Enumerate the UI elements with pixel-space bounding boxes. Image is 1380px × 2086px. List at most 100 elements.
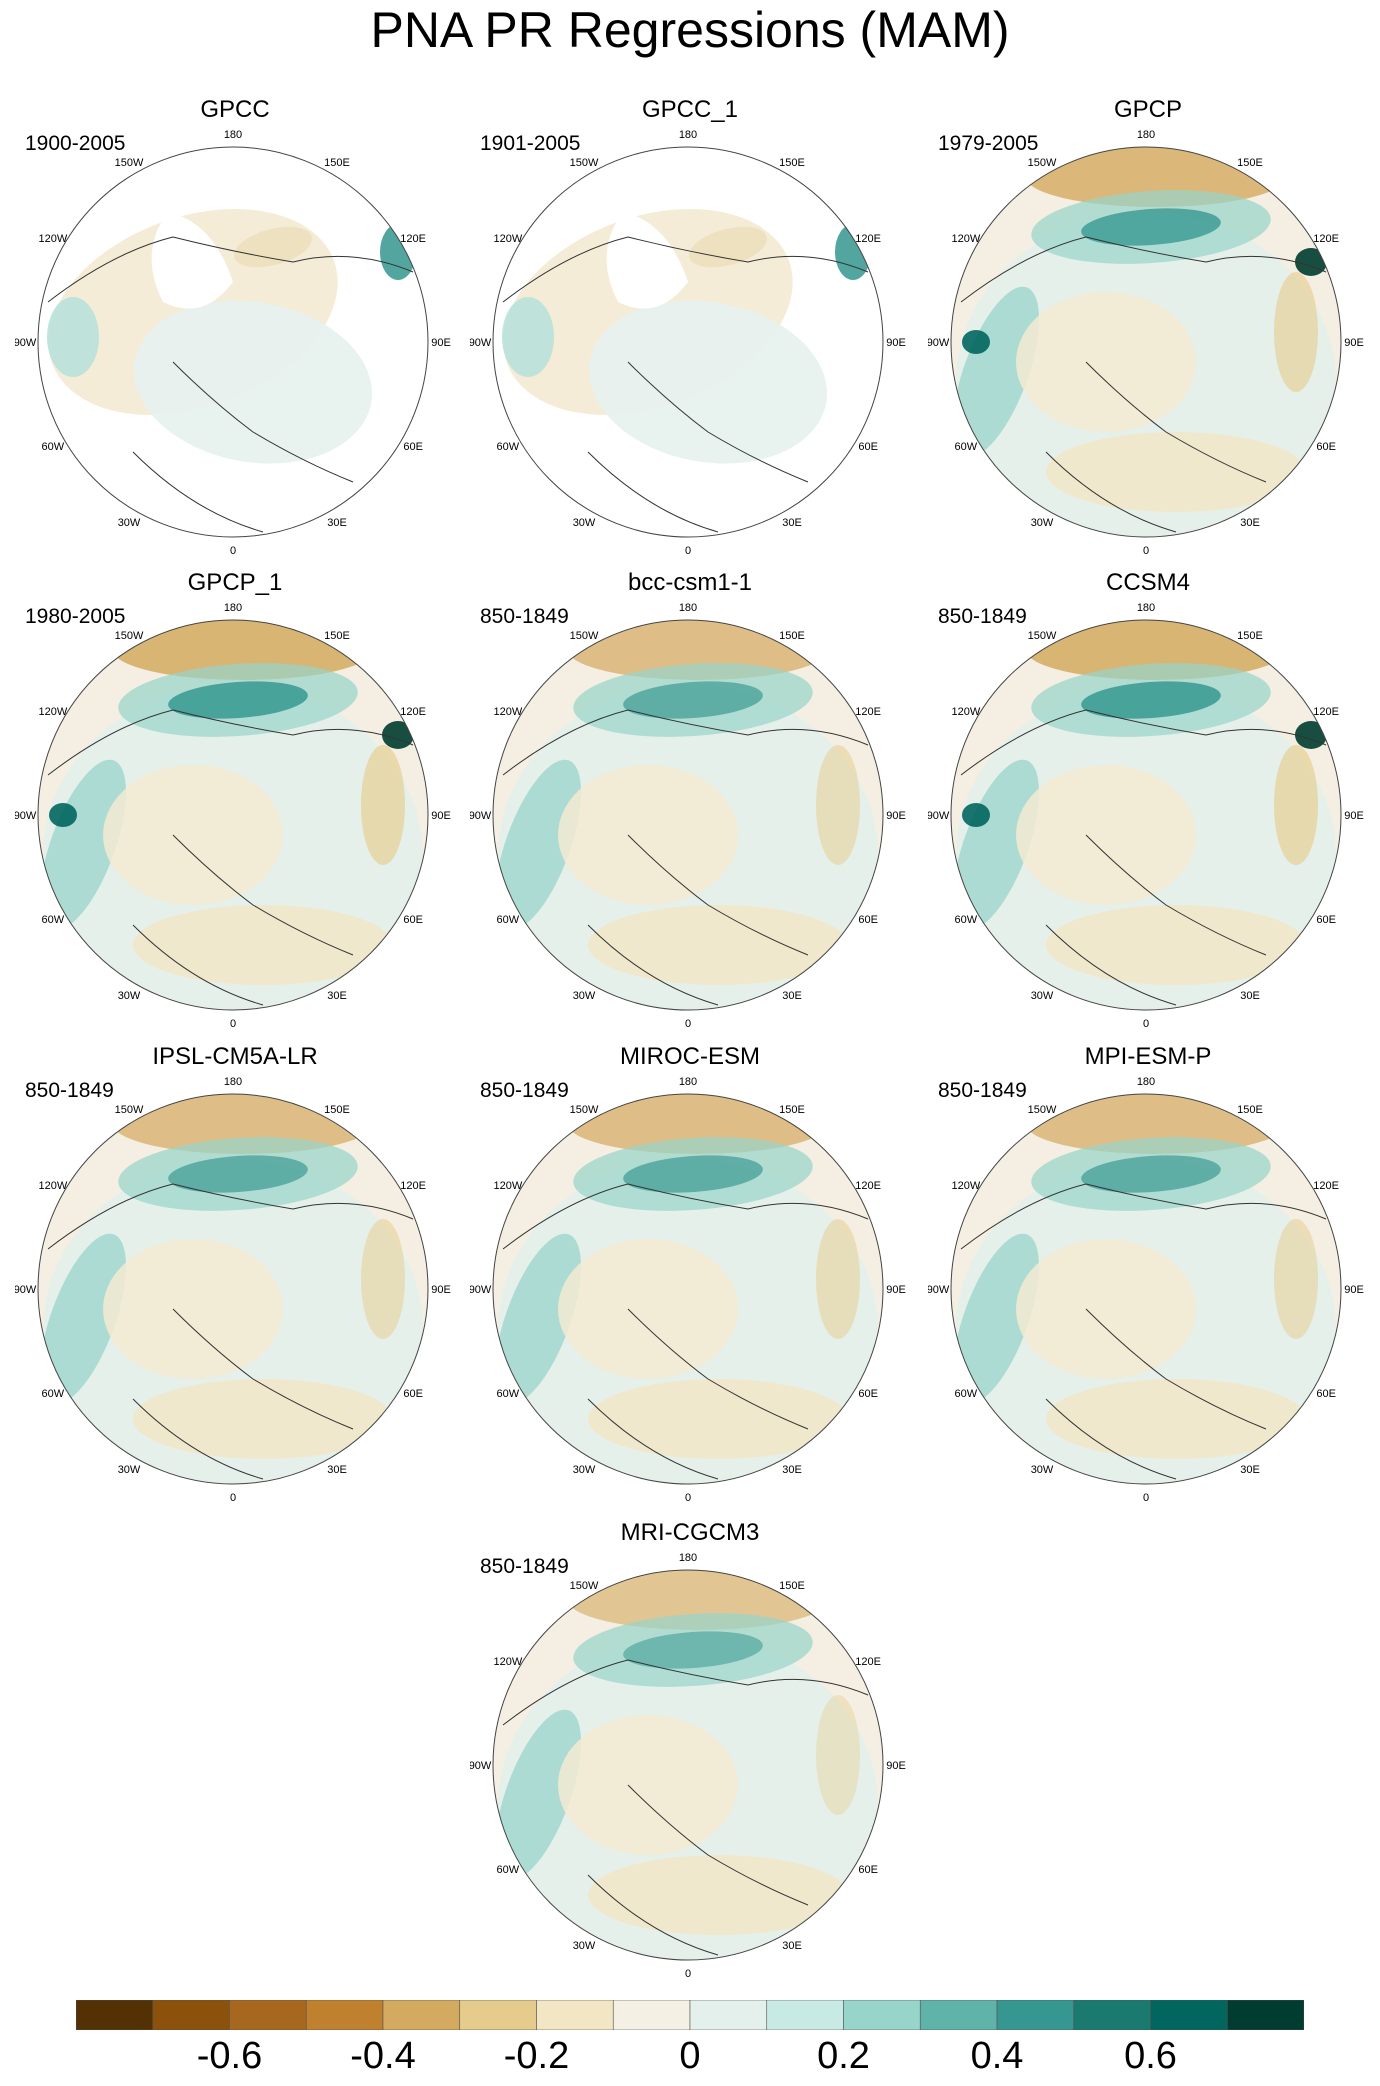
longitude-label: 30E bbox=[782, 1464, 802, 1476]
polar-map: 180 150E 120E 90E 60E 30E 0 30W 60W 90W 120W 150W bbox=[470, 602, 906, 1028]
longitude-label: 0 bbox=[685, 1492, 691, 1502]
precip-anomaly-positive bbox=[623, 1155, 763, 1193]
precip-anomaly-negative bbox=[133, 1379, 393, 1459]
panel-period: 850-1849 bbox=[938, 605, 1027, 628]
longitude-label: 180 bbox=[679, 1552, 697, 1564]
colorbar: -0.6 -0.4 -0.2 0 0.2 0.4 0.6 bbox=[75, 1999, 1305, 2080]
polar-map: 180 150E 120E 90E 60E 30E 0 30W 60W 90W 120W 150W bbox=[928, 1076, 1364, 1502]
map-panel-mpi-esm-p: MPI-ESM-P 850-1849 180 150E 120E 90E 60E 30E 0 30… bbox=[928, 1042, 1368, 1502]
longitude-label: 120E bbox=[855, 233, 881, 245]
longitude-label: 60E bbox=[858, 1388, 878, 1400]
panel-title: MRI-CGCM3 bbox=[620, 1519, 760, 1546]
colorbar-swatch bbox=[1150, 1999, 1228, 2031]
precip-anomaly-negative bbox=[816, 1219, 860, 1339]
longitude-label: 60W bbox=[955, 441, 978, 453]
precip-anomaly-positive bbox=[952, 286, 1040, 458]
longitude-label: 120W bbox=[493, 1656, 522, 1668]
longitude-label: 120W bbox=[951, 233, 980, 245]
longitude-label: 90E bbox=[431, 810, 451, 822]
longitude-label: 30E bbox=[782, 990, 802, 1002]
precip-anomaly-positive bbox=[952, 759, 1040, 931]
longitude-label: 150W bbox=[1028, 157, 1057, 169]
longitude-label: 0 bbox=[230, 1492, 236, 1502]
precip-anomaly-positive bbox=[47, 297, 99, 377]
precip-anomaly-positive bbox=[49, 803, 77, 827]
colorbar-swatches bbox=[75, 1999, 1305, 2031]
longitude-label: 60E bbox=[403, 441, 423, 453]
colorbar-swatch bbox=[305, 1999, 384, 2031]
precip-anomaly-negative bbox=[1274, 1219, 1318, 1339]
longitude-label: 150W bbox=[1028, 1104, 1057, 1116]
precip-anomaly-negative bbox=[1016, 1239, 1196, 1379]
longitude-label: 90E bbox=[1344, 337, 1364, 349]
longitude-label: 30W bbox=[1031, 1464, 1054, 1476]
precip-anomaly-negative bbox=[588, 905, 848, 985]
longitude-label: 180 bbox=[1137, 129, 1155, 141]
longitude-label: 90W bbox=[15, 1284, 37, 1296]
precip-anomaly-positive bbox=[962, 330, 990, 354]
longitude-label: 150E bbox=[779, 1104, 805, 1116]
longitude-label: 150E bbox=[779, 157, 805, 169]
longitude-label: 150W bbox=[570, 1580, 599, 1592]
longitude-label: 90E bbox=[431, 337, 451, 349]
map-panel-ccsm4: CCSM4 850-1849 180 150E 120E 90E 60E 30E 0 30W 60W… bbox=[928, 568, 1368, 1028]
longitude-label: 60E bbox=[1316, 441, 1336, 453]
precip-anomaly-negative bbox=[558, 1239, 738, 1379]
longitude-label: 150W bbox=[115, 157, 144, 169]
longitude-label: 120W bbox=[493, 233, 522, 245]
longitude-label: 120E bbox=[400, 233, 426, 245]
longitude-label: 120W bbox=[493, 1180, 522, 1192]
colorbar-swatch bbox=[843, 1999, 921, 2031]
longitude-label: 30W bbox=[118, 517, 141, 529]
colorbar-swatch bbox=[75, 1999, 154, 2031]
panel-period: 850-1849 bbox=[480, 1079, 569, 1102]
longitude-label: 120E bbox=[855, 1180, 881, 1192]
precip-anomaly-positive bbox=[39, 1233, 127, 1405]
precip-anomaly-negative bbox=[103, 765, 283, 905]
colorbar-swatch bbox=[229, 1999, 307, 2031]
longitude-label: 180 bbox=[679, 129, 697, 141]
longitude-label: 60E bbox=[858, 441, 878, 453]
land-field bbox=[134, 300, 372, 464]
coastline bbox=[502, 1659, 869, 1956]
longitude-label: 150W bbox=[570, 157, 599, 169]
precip-anomaly-negative bbox=[558, 765, 738, 905]
map-panel-mri-cgcm3: MRI-CGCM3 850-1849 180 150E 120E 90E 60E 30E 0 30… bbox=[470, 1518, 910, 1978]
longitude-label: 30E bbox=[327, 990, 347, 1002]
longitude-label: 120E bbox=[855, 1656, 881, 1668]
longitude-label: 0 bbox=[1143, 545, 1149, 555]
panel-period: 850-1849 bbox=[480, 1555, 569, 1578]
map-boundary bbox=[492, 1569, 884, 1961]
map-boundary bbox=[492, 1093, 884, 1485]
longitude-label: 90E bbox=[1344, 1284, 1364, 1296]
precip-anomaly-negative bbox=[133, 905, 393, 985]
coastline bbox=[960, 1183, 1327, 1480]
panel-period: 1900-2005 bbox=[25, 132, 126, 155]
longitude-label: 0 bbox=[1143, 1018, 1149, 1028]
panel-period: 850-1849 bbox=[480, 605, 569, 628]
longitude-label: 0 bbox=[685, 545, 691, 555]
precip-anomaly-positive bbox=[1081, 1155, 1221, 1193]
longitude-label: 90W bbox=[15, 810, 37, 822]
longitude-label: 180 bbox=[224, 1076, 242, 1088]
longitude-label: 30E bbox=[327, 1464, 347, 1476]
longitude-label: 120W bbox=[951, 706, 980, 718]
longitude-label: 150W bbox=[570, 630, 599, 642]
longitude-label: 90W bbox=[928, 810, 950, 822]
precip-anomaly-negative bbox=[588, 1855, 848, 1935]
longitude-label: 120E bbox=[400, 1180, 426, 1192]
colorbar-swatch bbox=[689, 1999, 768, 2031]
coastline bbox=[502, 1183, 869, 1480]
longitude-label: 30W bbox=[118, 990, 141, 1002]
longitude-label: 30W bbox=[573, 1940, 596, 1952]
polar-map: 180 150E 120E 90E 60E 30E 0 30W 60W 90W 120W 150W bbox=[928, 129, 1364, 555]
colorbar-tick-label: -0.4 bbox=[350, 2035, 416, 2077]
colorbar-tick-label: -0.2 bbox=[503, 2035, 570, 2077]
map-panel-bcc-csm1-1: bcc-csm1-1 850-1849 180 150E 120E 90E 60E 30E 0 3… bbox=[470, 568, 910, 1028]
longitude-label: 150W bbox=[115, 1104, 144, 1116]
longitude-label: 60W bbox=[497, 914, 520, 926]
longitude-label: 0 bbox=[230, 1018, 236, 1028]
colorbar-tick-label: 0.2 bbox=[817, 2035, 870, 2077]
map-panel-gpcc_1: GPCC_1 1901-2005 180 150E 120E 90E 60E 30E 0 30W 6… bbox=[470, 95, 910, 555]
longitude-label: 60W bbox=[497, 1388, 520, 1400]
